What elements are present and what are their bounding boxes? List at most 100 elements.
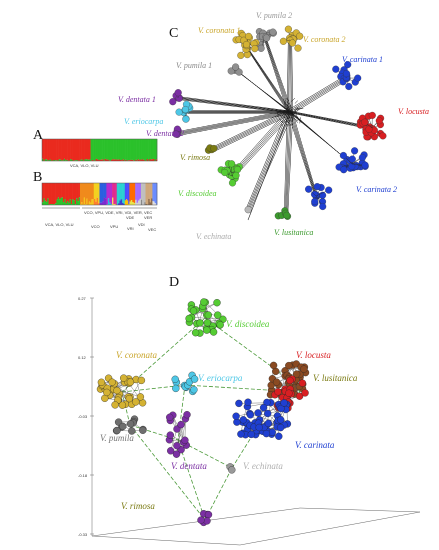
structure-bar-a (95, 158, 98, 161)
axis-tick-d-1: 0.12 (78, 355, 86, 360)
structure-bar-b (82, 204, 85, 205)
structure-bar-b (146, 204, 149, 205)
structure-bar-b (154, 203, 157, 205)
network-branch (245, 45, 291, 113)
node-c-locusta (375, 117, 383, 125)
structure-bar-b (70, 204, 73, 205)
point-d-discoidea (203, 319, 212, 327)
structure-bar-a (126, 139, 128, 161)
structure-bar-a (118, 139, 121, 160)
structure-bar-b (78, 183, 81, 198)
node-c-coronata1 (237, 51, 245, 59)
structure-bar-b (136, 202, 139, 205)
structure-bar-b (112, 197, 114, 205)
structure-bar-b (105, 183, 107, 199)
point-d-echinata (228, 466, 236, 474)
structure-bar-b (118, 203, 120, 205)
network-branch (175, 111, 291, 135)
network-branch (263, 36, 288, 111)
panel-letter-b: B (33, 170, 43, 185)
network-branch (211, 111, 291, 151)
point-d-carinata (277, 416, 285, 424)
structure-bar-a (67, 139, 70, 161)
structure-bar-b (125, 199, 128, 205)
structure-bar-b (86, 183, 88, 199)
panel-letter-d: D (169, 275, 180, 290)
structure-bar-a (113, 139, 116, 160)
structure-bar-b (69, 199, 72, 205)
point-d-carinata (264, 419, 273, 428)
network-branch (247, 47, 294, 114)
structure-bar-a (53, 159, 56, 161)
structure-bar-b (65, 183, 68, 204)
structure-bar-a (139, 160, 141, 161)
pca-centroid-link (231, 419, 263, 469)
structure-bar-a (132, 139, 135, 161)
structure-bar-b (155, 183, 158, 205)
network-branch (286, 38, 289, 111)
structure-bar-b (116, 183, 119, 205)
structure-bar-a (42, 139, 44, 159)
structure-bar-b (48, 183, 51, 205)
structure-bar-b (139, 183, 142, 199)
network-branch (248, 112, 292, 211)
structure-bar-a (96, 139, 99, 160)
structure-bar-b (129, 201, 132, 205)
structure-bar-b (93, 198, 96, 205)
structure-bar-a (116, 139, 118, 160)
point-d-locusta-red (295, 392, 304, 400)
point-d-discoidea (200, 298, 208, 306)
structure-bar-b (113, 183, 115, 205)
structure-bar-b (105, 198, 107, 205)
structure-bar-b (103, 197, 106, 205)
structure-bar-b (106, 204, 109, 205)
label-d-eriocarpa: V. eriocarpa (198, 373, 243, 383)
label-d-rimosa: V. rimosa (121, 501, 155, 511)
structure-bar-a (70, 139, 72, 160)
point-d-pumila (139, 426, 147, 434)
structure-bar-b (130, 183, 133, 201)
axis-tick-d-2: -0.03 (78, 414, 88, 419)
node-c-carinata2 (358, 153, 366, 162)
node-c-carinata2 (340, 166, 348, 174)
structure-bar-b (96, 197, 99, 205)
point-d-coronata (108, 378, 116, 386)
structure-bar-a (79, 139, 81, 161)
structure-bar-a (148, 139, 150, 161)
structure-bar-b (110, 204, 113, 205)
structure-bar-b (124, 200, 127, 205)
panel-b-vri: VRI (127, 226, 134, 231)
network-branch (291, 112, 318, 197)
structure-bar-a (149, 139, 151, 159)
structure-bar-a (116, 159, 118, 161)
structure-bar-b (64, 183, 66, 200)
network-branch (289, 77, 347, 113)
point-d-dentata (167, 447, 175, 455)
structure-bar-b (51, 183, 53, 205)
network-branch (213, 113, 293, 152)
structure-bar-a (111, 159, 113, 161)
structure-bar-b (95, 201, 97, 205)
structure-bar-a (153, 139, 155, 159)
point-d-coronata (120, 374, 128, 382)
structure-bar-a (66, 159, 68, 161)
point-d-locusta-red (298, 379, 307, 387)
structure-bar-b (119, 200, 122, 205)
point-d-carinata (262, 429, 271, 438)
point-d-discoidea (196, 319, 204, 327)
structure-bar-a (89, 159, 91, 161)
node-c-coronata2 (288, 39, 296, 47)
panel-b-frame (41, 182, 158, 206)
structure-bar-a (108, 160, 111, 161)
label-c-coronata1: V. coronata 1 (198, 26, 241, 35)
label-d-locusta: V. locusta (296, 350, 331, 360)
structure-bar-b (78, 197, 81, 205)
structure-bar-a (128, 160, 131, 161)
structure-bar-b (76, 183, 78, 199)
structure-bar-b (154, 183, 157, 204)
structure-bar-b (89, 202, 92, 205)
structure-bar-a (123, 139, 126, 161)
structure-bar-b (133, 183, 136, 203)
structure-bar-a (91, 160, 94, 161)
structure-bar-b (59, 183, 61, 200)
